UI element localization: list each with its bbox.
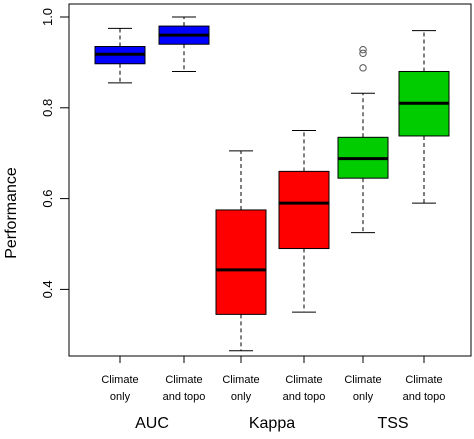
group-label-auc: AUC (135, 415, 169, 432)
y-tick-label: 0.8 (40, 99, 55, 117)
group-labels: AUC Kappa TSS (135, 415, 408, 432)
iqr-box (215, 209, 267, 315)
x-tick-label: Climate (165, 374, 202, 386)
x-tick-label: Climate (405, 374, 442, 386)
y-axis: 0.4 0.6 0.8 1.0 (40, 8, 69, 298)
x-tick-label: Climate (285, 374, 322, 386)
y-tick-label: 1.0 (40, 8, 55, 26)
x-tick-label: and topo (283, 391, 326, 403)
x-tick-label: and topo (163, 391, 206, 403)
x-tick-labels: Climate only Climate and topo Climate only Cli… (101, 356, 445, 403)
box-auc-climate-and-topo (158, 16, 210, 72)
x-tick-label: only (110, 391, 131, 403)
group-label-tss: TSS (377, 415, 408, 432)
boxes-layer (94, 16, 450, 352)
box-kappa-climate-and-topo (278, 130, 330, 313)
x-tick-label: Climate (344, 374, 381, 386)
x-tick-label: and topo (403, 391, 446, 403)
group-label-kappa: Kappa (249, 415, 295, 432)
y-axis-label: Performance (3, 167, 20, 259)
x-tick-label: only (231, 391, 252, 403)
box-tss-climate-and-topo (398, 30, 450, 204)
x-tick-label: Climate (101, 374, 138, 386)
outlier-point (359, 49, 367, 58)
box-kappa-climate-only (215, 150, 267, 352)
x-tick-label: Climate (222, 374, 259, 386)
y-tick-label: 0.6 (40, 190, 55, 208)
box-tss-climate-only (337, 45, 389, 234)
x-tick-label: only (353, 391, 374, 403)
iqr-box (278, 170, 330, 250)
y-tick-label: 0.4 (40, 280, 55, 298)
outlier-point (359, 64, 367, 72)
box-auc-climate-only (94, 27, 146, 84)
outlier-point (359, 45, 367, 54)
plot-frame (68, 3, 472, 357)
